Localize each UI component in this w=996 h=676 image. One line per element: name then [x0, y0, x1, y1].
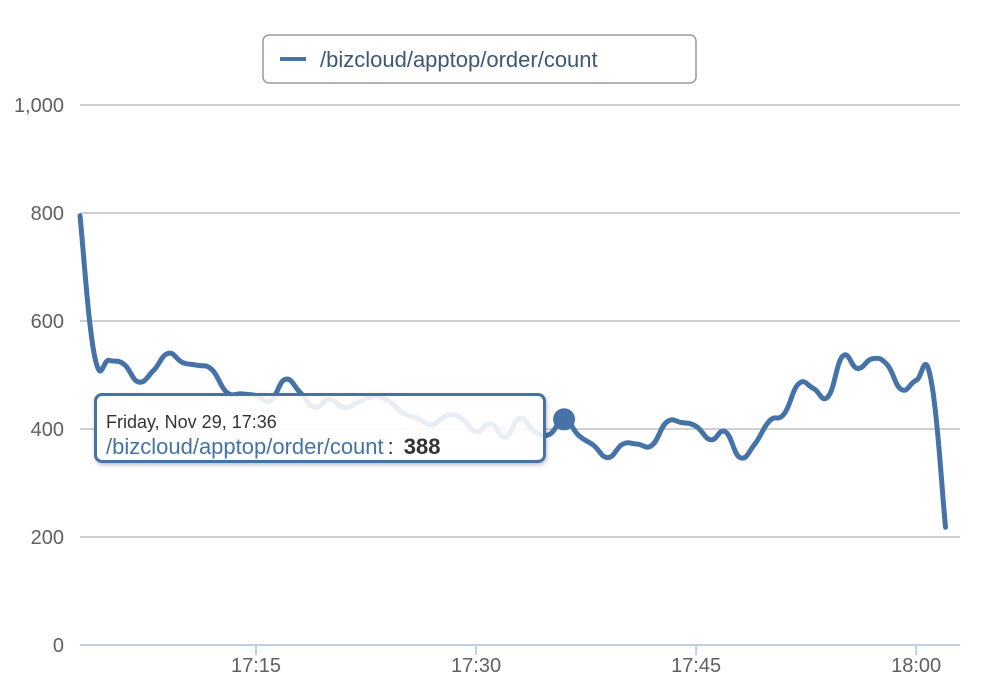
x-tick-label: 17:45 — [671, 655, 721, 676]
x-axis: 17:15 17:30 17:45 18:00 — [231, 645, 941, 676]
x-tick-label: 17:30 — [451, 655, 501, 676]
y-tick-label: 1,000 — [14, 95, 64, 117]
y-tick-label: 0 — [53, 635, 64, 657]
y-axis: 0 200 400 600 800 1,000 — [14, 95, 64, 657]
x-tick-label: 17:15 — [231, 655, 281, 676]
tooltip: Friday, Nov 29, 17:36 /bizcloud/apptop/o… — [94, 393, 546, 463]
legend[interactable]: /bizcloud/apptop/order/count — [262, 34, 697, 84]
legend-box — [262, 34, 697, 84]
tooltip-row: /bizcloud/apptop/order/count:388 — [106, 434, 440, 460]
x-tick-label: 18:00 — [891, 655, 941, 676]
y-tick-label: 600 — [31, 311, 64, 333]
series-plot — [77, 213, 948, 530]
tooltip-value: 388 — [403, 434, 441, 459]
grid-lines — [80, 104, 960, 646]
y-tick-label: 200 — [31, 527, 64, 549]
y-tick-label: 800 — [31, 203, 64, 225]
tooltip-separator: : — [387, 434, 394, 459]
hover-marker[interactable] — [553, 408, 576, 431]
tooltip-series-name: /bizcloud/apptop/order/count — [106, 434, 384, 459]
tooltip-date: Friday, Nov 29, 17:36 — [106, 412, 277, 432]
y-tick-label: 400 — [31, 419, 64, 441]
legend-series-label[interactable]: /bizcloud/apptop/order/count — [320, 47, 598, 72]
